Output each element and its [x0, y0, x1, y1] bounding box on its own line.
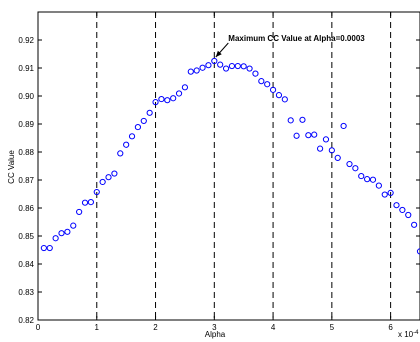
data-point-39: [269, 86, 277, 93]
data-point-55: [364, 176, 371, 183]
data-point-46: [311, 131, 318, 138]
max-annotation: Maximum CC Value at Alpha=0.0003: [215, 34, 365, 58]
data-point-3: [58, 230, 65, 237]
x-tick-label-5: 5: [330, 323, 335, 332]
data-point-54: [358, 172, 365, 180]
x-tick-label-6: 6: [388, 323, 393, 332]
y-tick-label-1: 0.83: [18, 288, 34, 297]
data-point-45: [305, 132, 312, 139]
x-axis-exponent: x 10-4: [398, 330, 419, 339]
data-point-47: [316, 145, 324, 152]
data-point-34: [240, 63, 247, 70]
data-point-35: [246, 65, 253, 72]
data-point-59: [387, 189, 394, 196]
x-tick-label-1: 1: [95, 323, 100, 332]
data-point-43: [293, 132, 300, 139]
data-point-9: [93, 188, 100, 196]
y-axis-title: CC Value: [7, 150, 16, 184]
data-point-49: [328, 147, 335, 154]
x-axis-title: Alpha: [205, 330, 226, 339]
data-point-58: [381, 191, 388, 198]
data-point-20: [158, 95, 165, 103]
y-tick-label-0: 0.82: [18, 316, 34, 325]
data-point-63: [411, 221, 418, 228]
data-point-56: [369, 176, 377, 183]
data-point-36: [252, 70, 259, 77]
data-point-11: [105, 174, 112, 181]
vertical-dashed-lines: [96, 12, 392, 320]
data-point-24: [181, 84, 189, 91]
y-tick-label-6: 0.88: [18, 148, 34, 157]
data-point-37: [258, 78, 265, 85]
data-point-26: [193, 67, 200, 74]
data-point-10: [99, 178, 106, 186]
data-point-1: [46, 244, 53, 252]
data-point-31: [222, 65, 230, 72]
data-point-41: [281, 96, 288, 103]
data-point-61: [399, 206, 406, 214]
data-point-6: [76, 208, 83, 216]
data-point-29: [211, 57, 218, 65]
y-tick-label-9: 0.91: [18, 64, 34, 73]
data-point-42: [287, 117, 294, 124]
x-tick-label-4: 4: [271, 323, 276, 332]
y-tick-label-2: 0.84: [18, 260, 34, 269]
data-point-48: [322, 136, 330, 143]
data-point-51: [340, 122, 347, 130]
data-point-53: [352, 165, 359, 172]
tick-labels: 0 1 2 3 4 5 6 0.82 0.83 0.84 0.85 0.86 0.87 0.88 0.89 0…: [18, 36, 393, 332]
data-point-23: [175, 90, 183, 97]
data-point-38: [264, 81, 271, 88]
data-point-32: [228, 62, 236, 70]
data-point-57: [375, 182, 382, 189]
data-point-8: [87, 199, 94, 206]
data-point-25: [187, 68, 194, 75]
x-tick-label-2: 2: [153, 323, 158, 332]
data-point-12: [111, 170, 118, 177]
data-point-19: [152, 99, 159, 106]
data-point-4: [64, 228, 71, 235]
data-point-52: [346, 160, 353, 168]
data-point-5: [70, 222, 77, 229]
data-point-13: [117, 150, 124, 157]
data-point-22: [170, 95, 177, 102]
x-tick-label-0: 0: [36, 323, 41, 332]
x-exponent-power: -4: [413, 330, 419, 336]
data-point-28: [205, 62, 212, 69]
y-tick-label-3: 0.85: [18, 232, 34, 241]
axis-ticks: [37, 12, 420, 321]
y-tick-label-8: 0.90: [18, 92, 34, 101]
annotation-arrow-head: [215, 50, 222, 57]
data-point-40: [275, 92, 283, 99]
y-tick-label-4: 0.86: [18, 204, 34, 213]
data-point-27: [199, 64, 206, 71]
plot-area: [37, 11, 420, 321]
data-point-16: [134, 123, 142, 131]
data-point-30: [217, 61, 224, 68]
data-point-18: [146, 109, 153, 116]
y-tick-label-10: 0.92: [18, 36, 34, 45]
data-point-21: [164, 97, 171, 104]
data-points: [40, 57, 420, 255]
x-exponent-base: x 10: [398, 330, 414, 339]
data-point-17: [140, 117, 147, 125]
data-point-14: [123, 141, 130, 148]
data-point-2: [52, 235, 59, 242]
data-point-62: [405, 211, 412, 219]
y-tick-label-7: 0.89: [18, 120, 34, 129]
data-point-44: [299, 116, 306, 123]
data-point-60: [393, 202, 400, 209]
data-point-15: [128, 133, 136, 140]
x-tick-label-3: 3: [212, 323, 217, 332]
data-point-7: [81, 199, 89, 206]
data-point-50: [334, 154, 341, 161]
annotation-text: Maximum CC Value at Alpha=0.0003: [228, 34, 365, 43]
data-point-33: [234, 62, 241, 70]
y-tick-label-5: 0.87: [18, 176, 34, 185]
data-point-0: [40, 244, 47, 252]
